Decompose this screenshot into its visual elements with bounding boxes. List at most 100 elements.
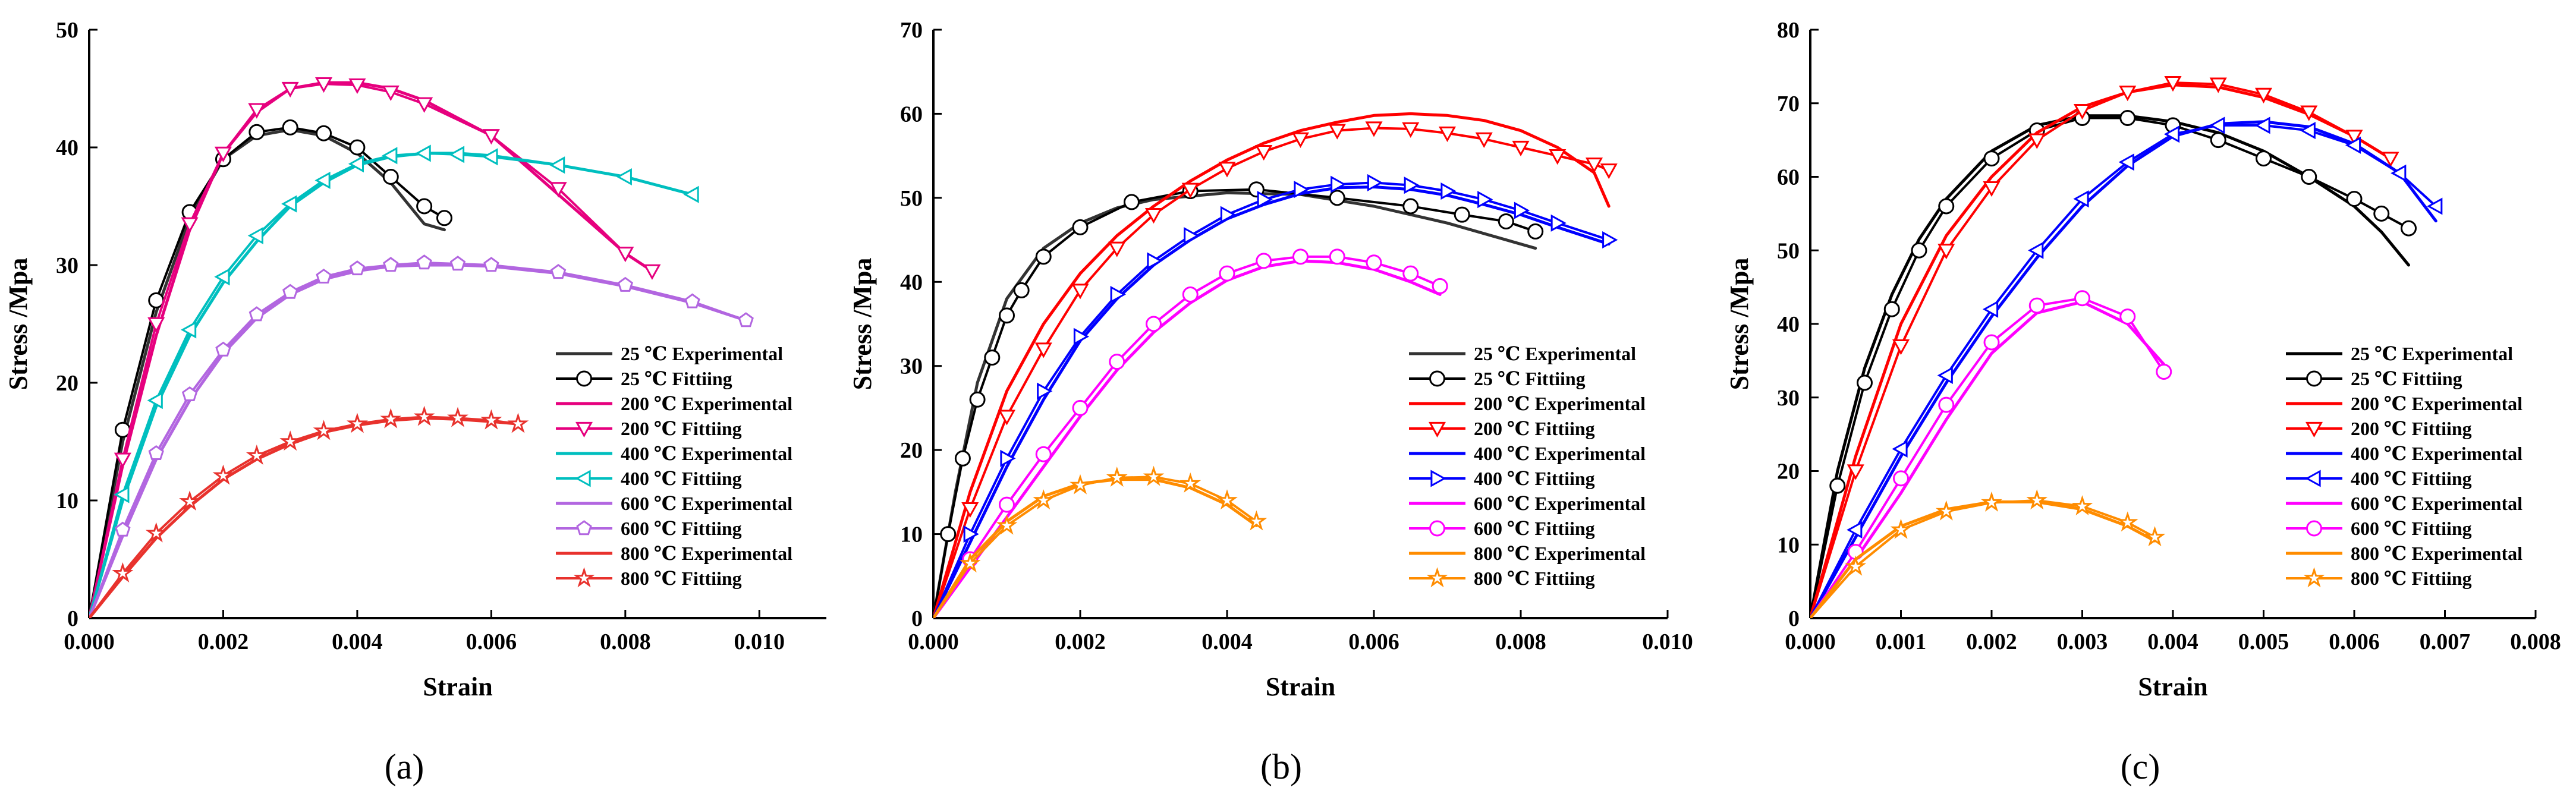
data-point bbox=[2345, 130, 2363, 146]
data-point bbox=[1182, 286, 1199, 303]
legend-marker bbox=[1426, 567, 1448, 588]
legend-label: 200 ℃ Fittiing bbox=[2351, 418, 2472, 439]
legend-label: 25 ℃ Fittiing bbox=[2351, 368, 2462, 389]
y-tick-label: 30 bbox=[56, 253, 78, 278]
data-point bbox=[2346, 191, 2363, 207]
data-point bbox=[738, 312, 754, 327]
data-point bbox=[147, 392, 163, 410]
legend-marker bbox=[576, 520, 592, 536]
data-point bbox=[313, 420, 335, 440]
data-point bbox=[348, 155, 364, 173]
series-4 bbox=[89, 77, 661, 618]
series-line bbox=[1810, 83, 2392, 618]
series-line bbox=[933, 127, 1611, 618]
data-point bbox=[282, 284, 298, 299]
data-point bbox=[996, 514, 1018, 535]
data-point bbox=[2073, 104, 2091, 120]
y-tick-label: 40 bbox=[1777, 312, 1800, 337]
data-point bbox=[1147, 252, 1163, 270]
data-point bbox=[998, 410, 1016, 426]
data-point bbox=[1291, 132, 1310, 148]
y-tick-label: 80 bbox=[1777, 18, 1800, 43]
legend-label: 200 ℃ Experimental bbox=[2351, 393, 2522, 414]
plot-area bbox=[1810, 76, 2443, 618]
series-10 bbox=[933, 465, 1267, 618]
series-line bbox=[89, 126, 446, 618]
data-point bbox=[382, 169, 399, 185]
data-point bbox=[482, 129, 500, 145]
series-line bbox=[1810, 116, 2410, 618]
data-point bbox=[282, 119, 298, 136]
legend-marker bbox=[575, 470, 591, 487]
data-point bbox=[480, 409, 502, 430]
data-point bbox=[1602, 231, 1618, 249]
data-point bbox=[416, 97, 433, 113]
y-tick-label: 40 bbox=[56, 136, 78, 160]
data-point bbox=[1367, 174, 1383, 191]
data-point bbox=[181, 386, 198, 402]
data-point bbox=[1454, 206, 1470, 223]
x-tick-label: 0.006 bbox=[466, 629, 517, 654]
legend-label: 600 ℃ Fittiing bbox=[621, 518, 742, 539]
data-point bbox=[1218, 162, 1236, 178]
data-point bbox=[1440, 182, 1457, 200]
y-tick-label: 60 bbox=[900, 102, 923, 127]
series-line bbox=[1810, 300, 2166, 618]
data-point bbox=[2118, 153, 2134, 171]
legend-marker bbox=[2305, 470, 2321, 487]
data-point bbox=[1512, 140, 1530, 157]
series-5 bbox=[933, 185, 1611, 618]
data-point bbox=[1108, 241, 1126, 257]
legend: 25 ℃ Experimental 25 ℃ Fittiing 200 ℃ Expe… bbox=[556, 343, 792, 589]
x-tick-label: 0.004 bbox=[332, 629, 383, 654]
series-8 bbox=[933, 248, 1448, 618]
data-point bbox=[1935, 500, 1957, 521]
legend-marker bbox=[575, 421, 593, 438]
y-tick-label: 30 bbox=[900, 354, 923, 379]
y-axis-title: Stress /Mpa bbox=[4, 258, 33, 390]
series-7 bbox=[933, 259, 1442, 618]
y-tick-label: 10 bbox=[900, 522, 923, 547]
series-line bbox=[933, 259, 1442, 618]
data-point bbox=[380, 408, 402, 429]
series-line bbox=[89, 152, 694, 618]
y-tick-label: 20 bbox=[1777, 459, 1800, 484]
data-point bbox=[279, 430, 301, 451]
data-point bbox=[248, 103, 266, 119]
data-point bbox=[1328, 124, 1346, 140]
y-tick-label: 10 bbox=[1777, 533, 1800, 558]
series-5 bbox=[1810, 120, 2437, 618]
legend-label: 400 ℃ Fittiing bbox=[2351, 468, 2472, 489]
panel-label: (c) bbox=[2121, 747, 2160, 786]
series-3 bbox=[933, 112, 1611, 618]
data-point bbox=[1402, 122, 1420, 138]
series-line bbox=[1810, 81, 2392, 618]
x-tick-label: 0.006 bbox=[2329, 629, 2380, 654]
legend-label: 600 ℃ Experimental bbox=[621, 493, 792, 514]
data-point bbox=[1072, 399, 1089, 416]
data-point bbox=[2345, 136, 2361, 154]
series-line bbox=[89, 415, 520, 618]
data-point bbox=[281, 195, 297, 213]
data-point bbox=[1184, 226, 1200, 245]
data-point bbox=[1034, 342, 1052, 358]
data-point bbox=[984, 349, 1001, 366]
data-point bbox=[249, 124, 265, 140]
legend-label: 600 ℃ Experimental bbox=[1474, 493, 1646, 514]
data-point bbox=[2073, 190, 2089, 208]
plot-area bbox=[89, 77, 754, 618]
data-point bbox=[349, 260, 366, 276]
series-2 bbox=[89, 119, 452, 618]
x-tick-label: 0.004 bbox=[2147, 629, 2198, 654]
y-tick-label: 40 bbox=[900, 270, 923, 295]
data-point bbox=[316, 125, 332, 141]
series-9 bbox=[933, 478, 1258, 618]
data-point bbox=[507, 412, 529, 433]
legend: 25 ℃ Experimental 25 ℃ Fittiing 200 ℃ Expe… bbox=[2286, 343, 2522, 589]
series-6 bbox=[933, 174, 1618, 618]
legend-label: 400 ℃ Experimental bbox=[2351, 443, 2522, 464]
series-line bbox=[1810, 114, 2410, 618]
series-line bbox=[933, 191, 1537, 618]
data-point bbox=[1938, 198, 1955, 215]
